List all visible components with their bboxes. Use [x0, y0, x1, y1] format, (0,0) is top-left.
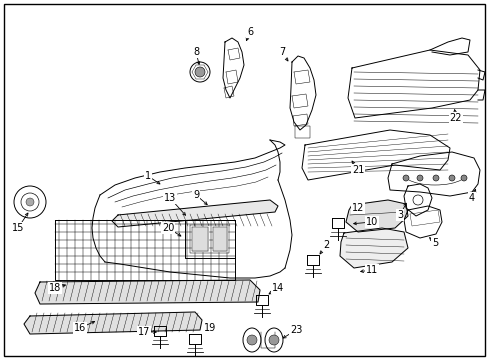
Ellipse shape [243, 328, 261, 352]
Ellipse shape [264, 328, 283, 352]
Polygon shape [223, 38, 244, 98]
Circle shape [246, 335, 257, 345]
Text: 7: 7 [278, 47, 285, 57]
Polygon shape [112, 200, 278, 227]
Text: 2: 2 [322, 240, 328, 250]
Text: 12: 12 [351, 203, 364, 213]
Text: 19: 19 [203, 323, 216, 333]
Text: 10: 10 [365, 217, 377, 227]
Text: 18: 18 [49, 283, 61, 293]
Polygon shape [429, 38, 469, 55]
Text: 8: 8 [193, 47, 199, 57]
Circle shape [432, 175, 438, 181]
Polygon shape [289, 56, 315, 130]
Text: 21: 21 [351, 165, 364, 175]
Polygon shape [347, 50, 479, 118]
Circle shape [416, 175, 422, 181]
Polygon shape [339, 228, 407, 268]
Text: 9: 9 [193, 190, 199, 200]
Text: 11: 11 [365, 265, 377, 275]
Text: 5: 5 [431, 238, 437, 248]
Text: 6: 6 [246, 27, 253, 37]
Polygon shape [346, 200, 407, 232]
Circle shape [460, 175, 466, 181]
Circle shape [402, 175, 408, 181]
Polygon shape [55, 220, 235, 280]
Circle shape [195, 67, 204, 77]
Text: 15: 15 [12, 223, 24, 233]
Text: 17: 17 [138, 327, 150, 337]
Text: 20: 20 [162, 223, 174, 233]
Text: 13: 13 [163, 193, 176, 203]
Circle shape [448, 175, 454, 181]
Polygon shape [184, 220, 235, 258]
Polygon shape [192, 227, 207, 251]
Polygon shape [213, 227, 226, 251]
Text: 23: 23 [289, 325, 302, 335]
Text: 14: 14 [271, 283, 284, 293]
Circle shape [190, 62, 209, 82]
Polygon shape [24, 312, 202, 334]
Text: 3: 3 [396, 210, 402, 220]
Text: 1: 1 [144, 171, 151, 181]
Text: 22: 22 [449, 113, 461, 123]
Polygon shape [403, 184, 431, 216]
Circle shape [268, 335, 279, 345]
Text: 16: 16 [74, 323, 86, 333]
Circle shape [26, 198, 34, 206]
Polygon shape [387, 152, 479, 196]
Polygon shape [35, 280, 260, 304]
Polygon shape [302, 130, 449, 180]
Polygon shape [403, 206, 441, 238]
Text: 4: 4 [468, 193, 474, 203]
Circle shape [14, 186, 46, 218]
